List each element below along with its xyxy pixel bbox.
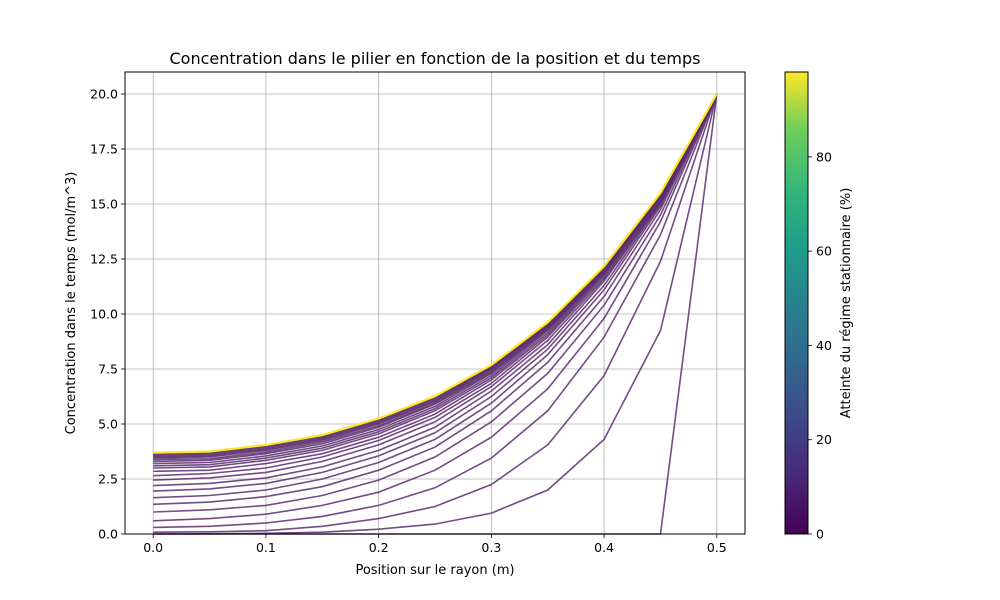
series-line-8 [153, 93, 718, 492]
y-tick-label: 5.0 [98, 417, 118, 432]
series-line-4 [153, 93, 718, 522]
y-tick-label: 15.0 [90, 197, 118, 212]
y-tick-label: 12.5 [90, 252, 118, 267]
colorbar-ticks: 0 20 40 60 80 [808, 149, 832, 542]
colorbar-tick-label: 0 [816, 527, 824, 542]
y-axis-label: Concentration dans le temps (mol/m^3) [64, 172, 79, 435]
series-line-3 [153, 93, 718, 529]
colorbar: 0 20 40 60 80 [784, 71, 832, 542]
y-tick-label: 2.5 [98, 472, 118, 487]
colorbar-tick-label: 80 [816, 149, 832, 164]
colorbar-tick-label: 40 [816, 338, 832, 353]
colorbar-gradient [784, 71, 809, 535]
series-line-12 [153, 93, 718, 473]
y-axis-ticks: 0.0 2.5 5.0 7.5 10.0 12.5 15.0 17.5 20.0 [90, 87, 125, 542]
y-tick-label: 0.0 [98, 527, 118, 542]
x-tick-label: 0.1 [256, 540, 276, 555]
x-axis-label: Position sur le rayon (m) [355, 563, 514, 578]
y-tick-label: 10.0 [90, 307, 118, 322]
series-line-5 [153, 93, 718, 513]
grid [125, 72, 745, 535]
x-tick-label: 0.5 [707, 540, 727, 555]
series-line-13 [153, 93, 718, 469]
x-tick-label: 0.2 [369, 540, 389, 555]
y-tick-label: 7.5 [98, 362, 118, 377]
x-tick-label: 0.4 [594, 540, 614, 555]
x-tick-label: 0.0 [143, 540, 163, 555]
series-line-6 [153, 93, 718, 506]
series-lines [153, 93, 718, 535]
colorbar-tick-label: 20 [816, 432, 832, 447]
chart-title: Concentration dans le pilier en fonction… [170, 49, 701, 68]
series-line-7 [153, 93, 718, 499]
series-line-10 [153, 93, 718, 481]
y-tick-label: 17.5 [90, 142, 118, 157]
colorbar-label: Atteinte du régime stationnaire (%) [839, 188, 854, 419]
colorbar-tick-label: 60 [816, 244, 832, 259]
series-line-1 [153, 93, 718, 535]
x-tick-label: 0.3 [481, 540, 501, 555]
axes-frame [124, 71, 746, 535]
series-line-2 [153, 93, 718, 533]
x-axis-ticks: 0.0 0.1 0.2 0.3 0.4 0.5 [143, 534, 727, 555]
series-line-11 [153, 93, 718, 477]
series-line-23 [153, 93, 718, 454]
plot-area: 0.0 0.1 0.2 0.3 0.4 0.5 0.0 2.5 5.0 7.5 10.0 12.5 1… [90, 71, 746, 555]
y-tick-label: 20.0 [90, 87, 118, 102]
series-line-9 [153, 93, 718, 487]
